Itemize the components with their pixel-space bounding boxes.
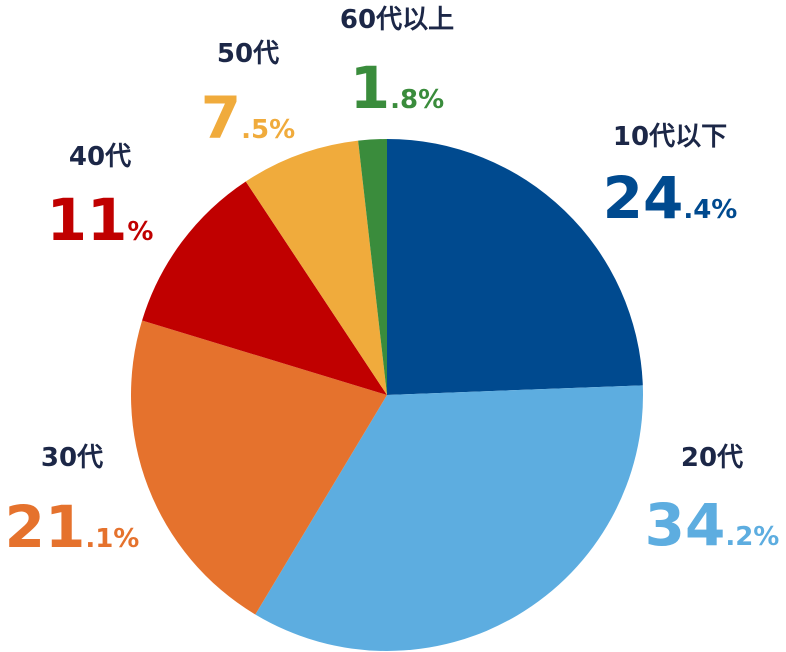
pie-slice — [142, 181, 387, 395]
value-label-main: 34 — [645, 491, 726, 559]
value-label-rest: .1% — [85, 524, 139, 554]
pie-slice — [358, 139, 387, 395]
pie-slice — [131, 320, 387, 615]
category-label: 40代 — [69, 142, 131, 172]
value-label-rest: .2% — [725, 522, 779, 552]
category-label: 50代 — [217, 39, 279, 69]
value-label-rest: .5% — [241, 115, 295, 145]
value-label: 21.1% — [5, 493, 140, 561]
category-label: 10代以下 — [613, 122, 727, 152]
pie-slice — [387, 139, 643, 395]
category-label: 60代以上 — [340, 5, 454, 35]
value-label-rest: .4% — [683, 195, 737, 225]
value-label: 7.5% — [201, 84, 295, 152]
value-label: 34.2% — [645, 491, 780, 559]
value-label: 1.8% — [350, 54, 444, 122]
value-label: 24.4% — [603, 164, 738, 232]
value-label-main: 24 — [603, 164, 684, 232]
value-label-rest: .8% — [390, 85, 444, 115]
value-label-main: 7 — [201, 84, 241, 152]
value-label: 11% — [47, 186, 154, 254]
value-label-main: 21 — [5, 493, 86, 561]
value-label-main: 11 — [47, 186, 128, 254]
pie-slice — [255, 385, 644, 651]
category-label: 30代 — [41, 443, 103, 473]
pie-slice — [245, 140, 387, 395]
value-label-rest: % — [127, 217, 153, 247]
category-label: 20代 — [681, 443, 743, 473]
value-label-main: 1 — [350, 54, 390, 122]
